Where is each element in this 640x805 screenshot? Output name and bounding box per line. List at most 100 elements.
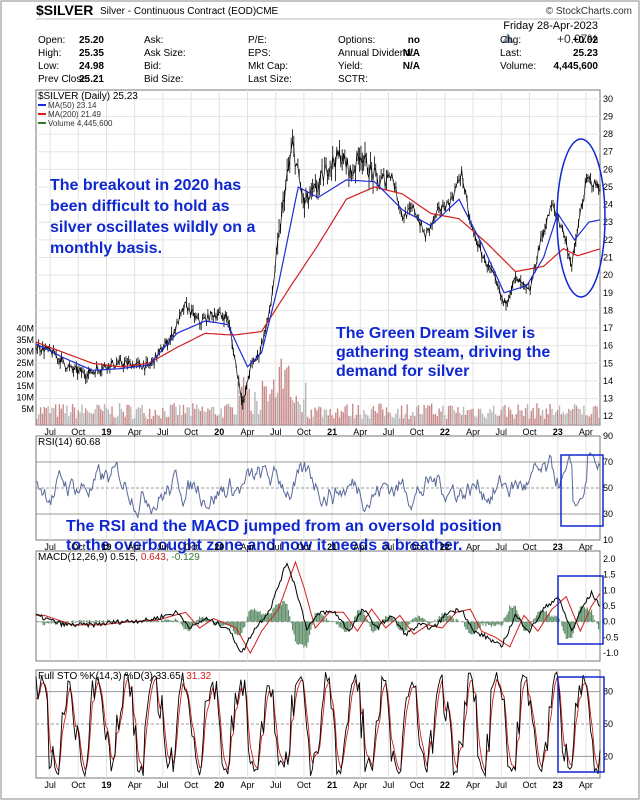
volume-bar [489,408,491,425]
volume-bar [393,417,395,425]
volume-bar [218,414,220,425]
rsi-title: RSI(14) 60.68 [38,437,101,448]
stat-label: Last Size: [248,74,292,85]
stat-value: N/A [403,61,420,72]
volume-bar [222,417,224,425]
volume-bar [506,417,508,425]
rsi-tick-label: 50 [603,483,613,493]
stat-value: N/A [403,48,420,59]
highlight-ellipse [556,138,606,298]
price-tick-label: 29 [603,111,613,121]
volume-bar [472,408,474,425]
volume-bar [152,415,155,425]
volume-bar [276,392,279,425]
volume-bar [351,403,354,425]
volume-bar [209,410,211,425]
macd-legend-part: MACD(12,26,9) 0.515, [38,552,138,563]
volume-bar [310,409,313,425]
volume-bar [278,367,281,425]
sto-tick-label: 50 [603,719,613,729]
volume-bar [549,403,551,425]
volume-tick-label: 40M [16,324,34,334]
x-tick-label: Jul [496,780,508,790]
rsi-tick-label: 70 [603,457,613,467]
volume-bar [459,412,461,425]
volume-bar [180,415,183,425]
volume-bar [312,416,314,425]
x-tick-label: Jul [496,542,508,552]
volume-bar [271,389,273,425]
volume-bar [363,410,365,425]
x-tick-label: Jul [383,780,395,790]
volume-bar [190,415,192,425]
volume-bar [86,410,89,425]
volume-bar [289,396,292,425]
stat-label: Mkt Cap: [248,61,288,72]
volume-bar [286,367,288,425]
stat-value: 25.21 [79,74,104,85]
legend-label: MA(200) 21.49 [48,110,101,119]
x-tick-label: Oct [184,427,199,437]
volume-bar [562,412,564,425]
volume-tick-label: 15M [16,381,34,391]
annotation-rsi-macd: The RSI and the MACD jumped from an over… [66,518,502,554]
x-tick-label: 23 [553,427,563,437]
volume-bar [374,410,376,425]
price-tick-label: 17 [603,323,613,333]
volume-bar [350,416,352,425]
volume-bar [466,410,469,425]
volume-bar [436,416,438,425]
volume-tick-label: 10M [16,393,34,403]
volume-bar [423,404,425,425]
volume-bar [588,416,591,425]
volume-bar [365,413,367,425]
volume-bar [539,415,542,425]
volume-bar [227,403,230,425]
volume-bar [521,410,523,425]
volume-bar [504,405,506,425]
x-tick-label: Oct [522,780,537,790]
volume-bar [45,408,47,425]
volume-bar [36,418,38,425]
volume-bar [335,412,337,425]
volume-bar [248,388,250,425]
x-tick-label: Jul [157,542,169,552]
volume-bar [517,404,519,425]
volume-bar [414,416,416,425]
volume-bar [58,404,61,425]
volume-bar [327,415,329,425]
volume-bar [273,379,275,425]
price-tick-label: 26 [603,164,613,174]
volume-bar [519,410,521,425]
volume-bar [318,406,320,425]
rsi-highlight-box [560,454,604,527]
volume-bar [231,407,234,425]
volume-bar [205,411,207,425]
rsi-panel: 10 30 50 70 90 RSI(14) 60.68 [35,431,613,545]
volume-bar [96,404,98,425]
macd-tick-label: 0.0 [603,617,616,627]
volume-bar [573,403,576,425]
volume-bar [370,408,373,425]
annotation-line: silver oscillates wildly on a [50,219,256,236]
volume-bar [594,405,596,425]
volume-bars [36,358,600,425]
volume-bar [111,406,113,425]
volume-bar [295,395,297,425]
annotation-line: gathering steam, driving the [336,344,550,361]
x-tick-label: Oct [410,780,425,790]
volume-bar [511,414,514,425]
volume-bar [348,415,350,425]
volume-bar [81,404,83,425]
volume-bar [538,408,540,425]
macd-title: MACD(12,26,9) 0.515, 0.643, -0.129 [38,552,200,563]
volume-bar [451,405,454,425]
volume-bar [38,414,40,425]
volume-bar [113,417,115,425]
stat-label: Ask: [144,35,163,46]
x-tick-label: 19 [101,427,111,437]
volume-tick-label: 25M [16,358,34,368]
x-tick-label: 22 [440,427,450,437]
volume-bar [195,404,198,425]
volume-bar [139,407,141,425]
